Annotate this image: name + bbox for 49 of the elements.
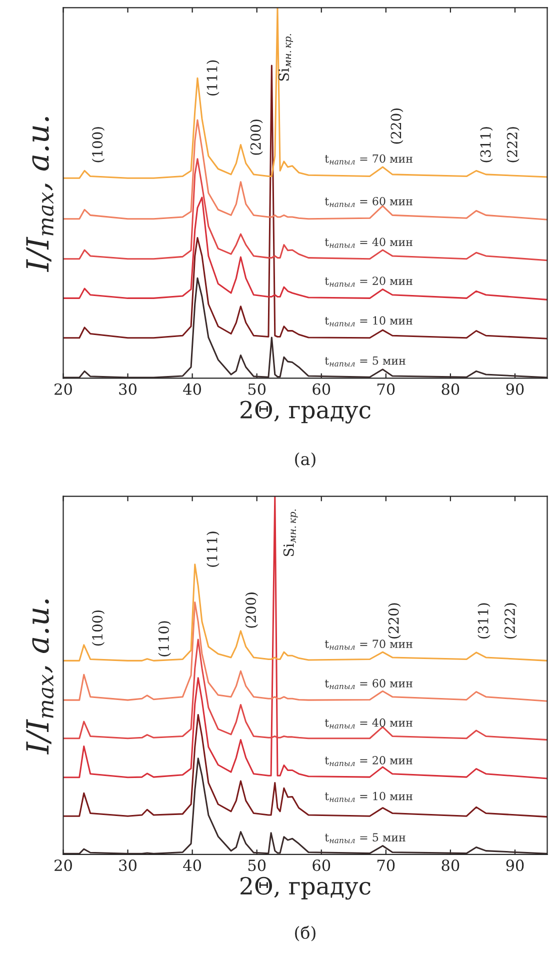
x-axis-title: 2Θ, градус (240, 400, 370, 424)
text: (а) (295, 452, 316, 468)
x-tick-label: 70 (377, 860, 395, 872)
x-tick-label: 60 (312, 383, 330, 395)
y-axis-title: I/I$_{max}$, a.u. (26, 117, 54, 272)
x-tick-label: 40 (183, 383, 202, 395)
series-label: t$_{напыл}$ = 40 мин (324, 238, 412, 248)
text: (б) (295, 926, 316, 942)
annotation: (220) (388, 603, 401, 638)
x-tick-label: 20 (54, 860, 72, 872)
x-tick-label: 60 (312, 860, 330, 872)
x-axis-title: 2Θ, градус (240, 876, 370, 900)
annotation: (200) (245, 592, 258, 628)
annotation: (100) (92, 127, 105, 162)
series-label: t$_{напыл}$ = 60 мин (324, 196, 412, 208)
annotation: (222) (504, 603, 517, 638)
annotation: (100) (92, 610, 105, 646)
x-tick-label: 20 (54, 383, 72, 395)
annotation: (110) (158, 621, 171, 656)
series-label: t$_{напыл}$ = 70 мин (324, 154, 412, 164)
x-tick-label: 40 (183, 860, 202, 872)
annotation: (220) (390, 108, 404, 144)
series-label: t$_{напыл}$ = 10 мин (324, 792, 412, 802)
annotation: (111) (206, 60, 220, 96)
series-label: t$_{напыл}$ = 10 мин (324, 316, 412, 326)
series-label: t$_{напыл}$ = 60 мин (324, 679, 412, 690)
annotation: (311) (480, 127, 493, 162)
series-label: t$_{напыл}$ = 40 мин (324, 718, 412, 729)
series-label: t$_{напыл}$ = 5 мин (324, 833, 406, 844)
series-label: t$_{напыл}$ = 70 мин (324, 640, 412, 650)
x-tick-label: 80 (442, 383, 460, 395)
annotation: Si$_{мн.кр.}$ (278, 34, 294, 81)
annotation: (311) (478, 603, 490, 638)
x-tick-label: 30 (119, 383, 136, 395)
annotation: (200) (250, 120, 263, 155)
x-tick-label: 90 (506, 383, 524, 395)
x-tick-label: 80 (442, 860, 460, 872)
series-label: t$_{напыл}$ = 5 мин (324, 356, 406, 366)
series-label: t$_{напыл}$ = 20 мин (324, 756, 412, 766)
x-tick-label: 70 (377, 383, 395, 395)
x-tick-label: 30 (119, 860, 136, 872)
x-tick-label: 50 (248, 383, 266, 395)
x-tick-label: 90 (506, 860, 524, 872)
annotation: Si$_{мн.кр.}$ (283, 510, 298, 556)
annotation: (111) (206, 532, 220, 567)
series-label: t$_{напыл}$ = 20 мин (324, 276, 412, 287)
x-tick-label: 50 (248, 860, 266, 872)
annotation: (222) (506, 127, 520, 162)
y-axis-title: I/I$_{max}$, a.u. (26, 600, 54, 755)
